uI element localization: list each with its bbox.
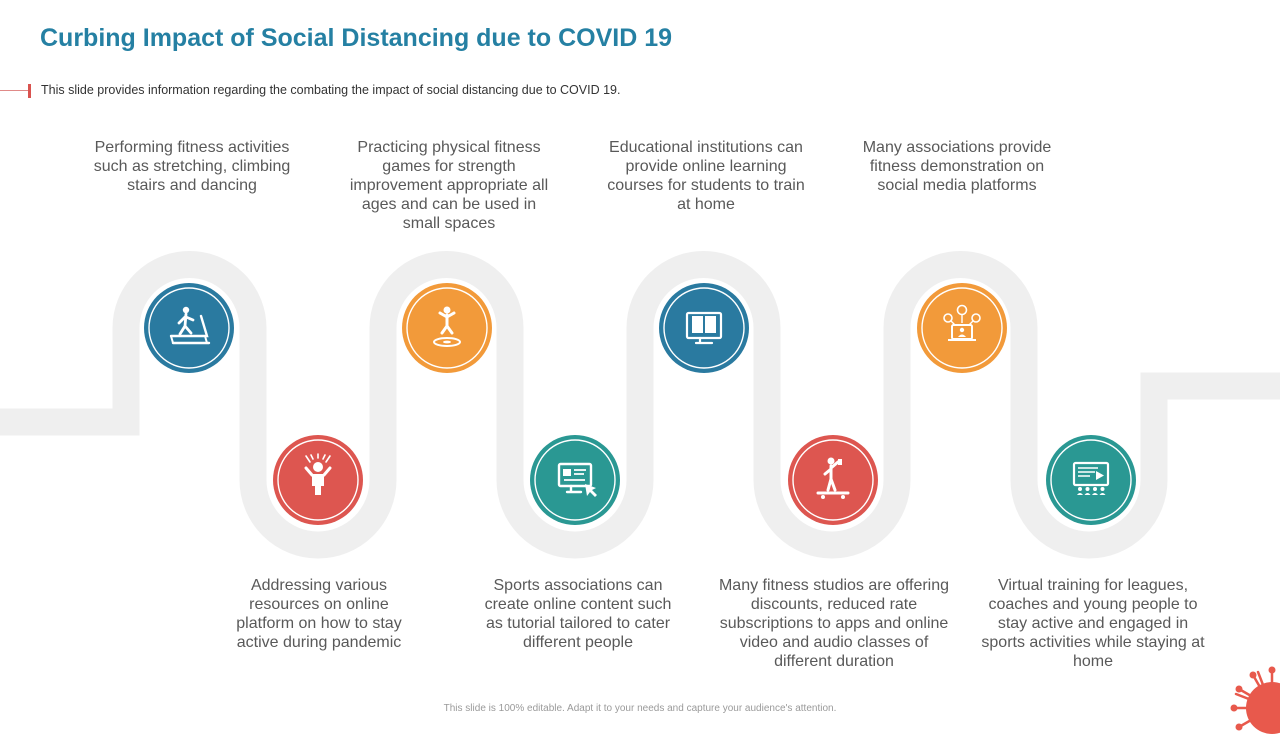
step-7-text: Many associations provide fitness demons… [862, 139, 1052, 194]
step-8-circle [1043, 432, 1139, 528]
online-tutorial-icon [557, 462, 597, 497]
step-5-text: Educational institutions can provide onl… [607, 139, 805, 213]
child-cheering-icon [304, 453, 332, 495]
slide-subtitle: This slide provides information regardin… [41, 83, 621, 97]
accent-bar [28, 84, 31, 98]
virtual-training-icon [1072, 461, 1110, 495]
step-6-circle [785, 432, 881, 528]
footer-note: This slide is 100% editable. Adapt it to… [443, 703, 837, 714]
skateboard-icon [816, 457, 850, 499]
step-1-text: Performing fitness activities such as st… [93, 139, 291, 194]
slide-title: Curbing Impact of Social Distancing due … [40, 24, 673, 52]
step-2-text: Addressing various resources on online p… [236, 577, 402, 651]
step-8-text: Virtual training for leagues, coaches an… [981, 577, 1205, 670]
step-6-text: Many fitness studios are offering discou… [718, 577, 950, 670]
step-3-circle [399, 280, 495, 376]
step-2-circle [270, 432, 366, 528]
trampoline-jump-icon [433, 306, 461, 347]
step-4-text: Sports associations can create online co… [484, 577, 672, 651]
virus-icon [1230, 666, 1280, 734]
step-7-circle [914, 280, 1010, 376]
step-5-circle [656, 280, 752, 376]
step-3-text: Practicing physical fitness games for st… [349, 139, 549, 232]
online-book-icon [685, 311, 723, 345]
accent-line [0, 90, 28, 91]
step-4-circle [527, 432, 623, 528]
step-1-circle [141, 280, 237, 376]
treadmill-icon [169, 306, 211, 345]
social-network-icon [943, 304, 981, 341]
